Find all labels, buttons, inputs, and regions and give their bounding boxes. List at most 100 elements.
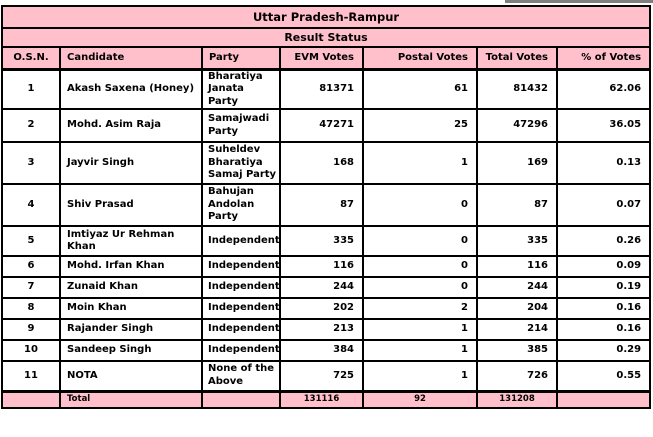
result-status-row: Result Status — [0, 27, 652, 48]
candidate-row: 3 Jayvir Singh Suheldev Bharatiya Samaj … — [1, 141, 652, 185]
candidate-cell: Sandeep Singh — [59, 339, 203, 362]
total-votes-cell: 244 — [476, 276, 558, 299]
party-cell: Independent — [201, 276, 281, 299]
result-status-label: Result Status — [0, 27, 652, 48]
party-cell: Samajwadi Party — [201, 108, 281, 143]
postal-votes-cell: 1 — [362, 339, 478, 362]
postal-votes-cell: 2 — [362, 297, 478, 320]
party-cell: Independent — [201, 225, 281, 257]
party-cell: Independent — [201, 339, 281, 362]
column-header-pct-votes: % of Votes — [555, 46, 652, 71]
total-votes-cell: 87 — [476, 183, 558, 227]
column-header-party: Party — [201, 46, 281, 71]
party-cell: None of the Above — [201, 360, 281, 392]
pct-votes-cell: 0.16 — [555, 318, 652, 341]
pct-votes-cell: 0.16 — [555, 297, 652, 320]
osn-cell: 8 — [1, 297, 61, 320]
candidate-row: 4 Shiv Prasad Bahujan Andolan Party 87 0… — [1, 183, 652, 227]
evm-votes-cell: 81371 — [279, 68, 364, 110]
postal-votes-cell: 0 — [362, 276, 478, 299]
candidate-row: 7 Zunaid Khan Independent 244 0 244 0.19 — [1, 276, 652, 299]
candidate-cell: Moin Khan — [59, 297, 203, 320]
osn-cell: 1 — [1, 68, 61, 110]
evm-votes-cell: 335 — [279, 225, 364, 257]
osn-cell: 3 — [1, 141, 61, 185]
total-votes-cell: 385 — [476, 339, 558, 362]
postal-votes-cell: 0 — [362, 183, 478, 227]
evm-votes-cell: 116 — [279, 255, 364, 278]
evm-votes-cell: 725 — [279, 360, 364, 392]
total-evm-votes: 131116 — [279, 389, 364, 409]
candidate-row: 10 Sandeep Singh Independent 384 1 385 0… — [1, 339, 652, 362]
table-title-row: Uttar Pradesh-Rampur — [0, 5, 652, 29]
pct-votes-cell: 62.06 — [555, 68, 652, 110]
column-header-candidate: Candidate — [59, 46, 203, 71]
column-header-row: O.S.N. Candidate Party EVM Votes Postal … — [1, 46, 652, 71]
osn-cell: 6 — [1, 255, 61, 278]
total-votes-cell: 214 — [476, 318, 558, 341]
postal-votes-cell: 1 — [362, 318, 478, 341]
pct-votes-cell: 36.05 — [555, 108, 652, 143]
total-osn-empty — [1, 389, 61, 409]
total-row: Total 131116 92 131208 — [1, 389, 652, 409]
candidate-cell: Zunaid Khan — [59, 276, 203, 299]
candidate-row: 8 Moin Khan Independent 202 2 204 0.16 — [1, 297, 652, 320]
candidate-row: 11 NOTA None of the Above 725 1 726 0.55 — [1, 360, 652, 392]
total-postal-votes: 92 — [362, 389, 478, 409]
osn-cell: 9 — [1, 318, 61, 341]
total-votes-cell: 116 — [476, 255, 558, 278]
candidate-row: 2 Mohd. Asim Raja Samajwadi Party 47271 … — [1, 108, 652, 143]
candidate-cell: Shiv Prasad — [59, 183, 203, 227]
postal-votes-cell: 1 — [362, 360, 478, 392]
osn-cell: 10 — [1, 339, 61, 362]
pct-votes-cell: 0.26 — [555, 225, 652, 257]
column-header-total-votes: Total Votes — [476, 46, 558, 71]
total-votes-cell: 335 — [476, 225, 558, 257]
pct-votes-cell: 0.29 — [555, 339, 652, 362]
total-votes-cell: 47296 — [476, 108, 558, 143]
osn-cell: 4 — [1, 183, 61, 227]
postal-votes-cell: 0 — [362, 255, 478, 278]
party-cell: Independent — [201, 297, 281, 320]
candidate-cell: Mohd. Irfan Khan — [59, 255, 203, 278]
evm-votes-cell: 244 — [279, 276, 364, 299]
candidate-cell: NOTA — [59, 360, 203, 392]
osn-cell: 11 — [1, 360, 61, 392]
osn-cell: 7 — [1, 276, 61, 299]
postal-votes-cell: 25 — [362, 108, 478, 143]
postal-votes-cell: 61 — [362, 68, 478, 110]
result-status-table: Uttar Pradesh-Rampur Result Status O.S.N… — [0, 5, 652, 409]
candidate-row: 9 Rajander Singh Independent 213 1 214 0… — [1, 318, 652, 341]
pct-votes-cell: 0.55 — [555, 360, 652, 392]
candidate-cell: Mohd. Asim Raja — [59, 108, 203, 143]
candidate-cell: Jayvir Singh — [59, 141, 203, 185]
total-votes-cell: 81432 — [476, 68, 558, 110]
party-cell: Suheldev Bharatiya Samaj Party — [201, 141, 281, 185]
pct-votes-cell: 0.09 — [555, 255, 652, 278]
total-pct-empty — [555, 389, 652, 409]
total-votes-cell: 204 — [476, 297, 558, 320]
pct-votes-cell: 0.07 — [555, 183, 652, 227]
total-votes-cell: 169 — [476, 141, 558, 185]
total-party-empty — [201, 389, 281, 409]
candidate-row: 1 Akash Saxena (Honey) Bharatiya Janata … — [1, 68, 652, 110]
party-cell: Bharatiya Janata Party — [201, 68, 281, 110]
osn-cell: 5 — [1, 225, 61, 257]
column-header-osn: O.S.N. — [1, 46, 61, 71]
candidate-cell: Rajander Singh — [59, 318, 203, 341]
party-cell: Independent — [201, 255, 281, 278]
postal-votes-cell: 0 — [362, 225, 478, 257]
evm-votes-cell: 213 — [279, 318, 364, 341]
evm-votes-cell: 384 — [279, 339, 364, 362]
evm-votes-cell: 168 — [279, 141, 364, 185]
candidate-cell: Akash Saxena (Honey) — [59, 68, 203, 110]
osn-cell: 2 — [1, 108, 61, 143]
evm-votes-cell: 202 — [279, 297, 364, 320]
top-right-divider — [505, 0, 653, 3]
candidate-cell: Imtiyaz Ur Rehman Khan — [59, 225, 203, 257]
total-votes-cell: 726 — [476, 360, 558, 392]
candidate-row: 6 Mohd. Irfan Khan Independent 116 0 116… — [1, 255, 652, 278]
pct-votes-cell: 0.19 — [555, 276, 652, 299]
candidate-row: 5 Imtiyaz Ur Rehman Khan Independent 335… — [1, 225, 652, 257]
pct-votes-cell: 0.13 — [555, 141, 652, 185]
